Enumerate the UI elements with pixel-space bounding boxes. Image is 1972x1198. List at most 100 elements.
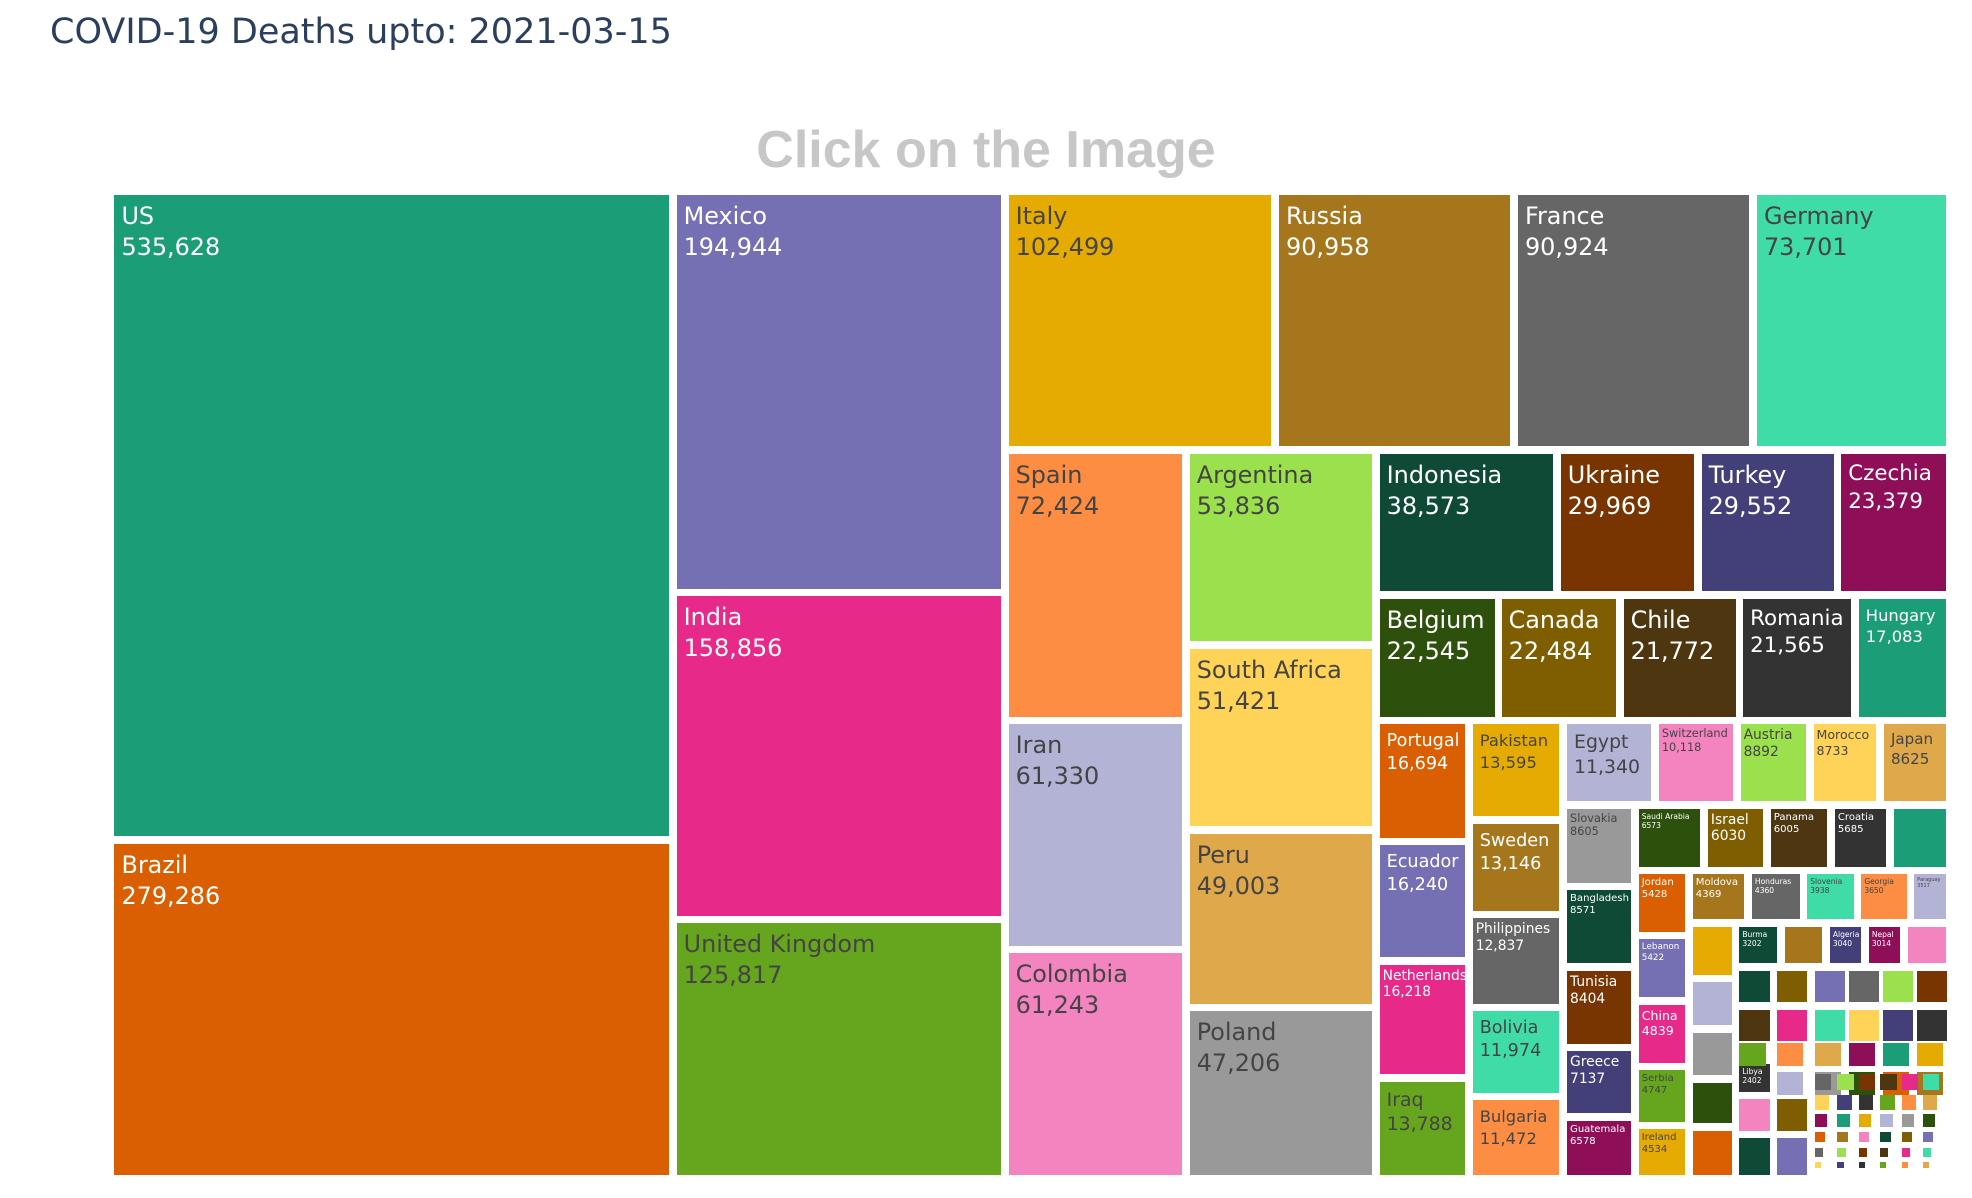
tile-small-country[interactable] xyxy=(1777,1071,1804,1096)
tile-libya[interactable]: Libya 2402 xyxy=(1739,1063,1770,1092)
tile-netherlands[interactable]: Netherlands 16,218 xyxy=(1379,964,1466,1075)
tile-ukraine[interactable]: Ukraine 29,969 xyxy=(1560,454,1695,592)
tile-small-country[interactable] xyxy=(1692,1032,1732,1076)
tile-colombia[interactable]: Colombia 61,243 xyxy=(1008,953,1183,1175)
tile-small-country[interactable] xyxy=(1814,1095,1830,1110)
tile-philippines[interactable]: Philippines 12,837 xyxy=(1472,918,1560,1004)
tile-small-country[interactable] xyxy=(1837,1074,1854,1091)
tile-bulgaria[interactable]: Bulgaria 11,472 xyxy=(1472,1100,1560,1175)
tile-tunisia[interactable]: Tunisia 8404 xyxy=(1567,970,1632,1044)
tile-small-country[interactable] xyxy=(1739,1138,1770,1175)
tile-small-country[interactable] xyxy=(1922,1074,1940,1091)
chart-subtitle[interactable]: Click on the Image xyxy=(756,121,1216,179)
tile-small-country[interactable] xyxy=(1784,926,1823,964)
tile-bolivia[interactable]: Bolivia 11,974 xyxy=(1472,1011,1560,1093)
tile-ireland[interactable]: Ireland 4534 xyxy=(1638,1129,1686,1175)
tile-small-country[interactable] xyxy=(1880,1114,1893,1127)
tile-jordan[interactable]: Jordan 5428 xyxy=(1638,874,1686,932)
tile-germany[interactable]: Germany 73,701 xyxy=(1756,194,1946,447)
tile-us[interactable]: US 535,628 xyxy=(114,194,670,837)
tile-small-country[interactable] xyxy=(1907,926,1946,964)
tile-small-country[interactable] xyxy=(1814,1148,1824,1157)
tile-honduras[interactable]: Honduras 4360 xyxy=(1751,874,1800,920)
tile-india[interactable]: India 158,856 xyxy=(676,596,1002,916)
tile-egypt[interactable]: Egypt 11,340 xyxy=(1567,724,1652,802)
tile-iran[interactable]: Iran 61,330 xyxy=(1008,724,1183,946)
tile-croatia[interactable]: Croatia 5685 xyxy=(1834,808,1887,867)
tile-spain[interactable]: Spain 72,424 xyxy=(1008,454,1183,717)
tile-small-country[interactable] xyxy=(1901,1114,1914,1127)
tile-small-country[interactable] xyxy=(1692,1130,1732,1175)
tile-small-country[interactable] xyxy=(1922,1162,1930,1169)
tile-small-country[interactable] xyxy=(1837,1162,1844,1169)
tile-small-country[interactable] xyxy=(1916,1042,1944,1067)
tile-small-country[interactable] xyxy=(1880,1095,1895,1110)
tile-small-country[interactable] xyxy=(1858,1148,1868,1157)
tile-small-country[interactable] xyxy=(1922,1095,1938,1110)
tile-small-country[interactable] xyxy=(1922,1114,1936,1127)
tile-portugal[interactable]: Portugal 16,694 xyxy=(1379,724,1466,838)
tile-small-country[interactable] xyxy=(1901,1162,1908,1169)
tile-nepal[interactable]: Nepal 3014 xyxy=(1868,926,1901,964)
tile-small-country[interactable] xyxy=(1882,970,1913,1003)
tile-czechia[interactable]: Czechia 23,379 xyxy=(1841,454,1946,592)
tile-italy[interactable]: Italy 102,499 xyxy=(1008,194,1272,447)
tile-small-country[interactable] xyxy=(1837,1095,1852,1110)
tile-small-country[interactable] xyxy=(1837,1148,1846,1157)
tile-slovenia[interactable]: Slovenia 3938 xyxy=(1807,874,1854,920)
tile-united-kingdom[interactable]: United Kingdom 125,817 xyxy=(676,923,1002,1175)
tile-small-country[interactable] xyxy=(1739,970,1770,1003)
tile-argentina[interactable]: Argentina 53,836 xyxy=(1189,454,1373,642)
tile-small-country[interactable] xyxy=(1692,926,1732,975)
tile-greece[interactable]: Greece 7137 xyxy=(1567,1051,1632,1114)
tile-small-country[interactable] xyxy=(1777,1099,1808,1131)
tile-lebanon[interactable]: Lebanon 5422 xyxy=(1638,939,1686,998)
tile-small-country[interactable] xyxy=(1777,1042,1804,1067)
tile-japan[interactable]: Japan 8625 xyxy=(1883,724,1946,802)
tile-hungary[interactable]: Hungary 17,083 xyxy=(1858,598,1946,717)
tile-paraguay[interactable]: Paraguay 3517 xyxy=(1914,874,1946,920)
tile-small-country[interactable] xyxy=(1880,1162,1887,1169)
tile-small-country[interactable] xyxy=(1848,1042,1876,1067)
tile-ecuador[interactable]: Ecuador 16,240 xyxy=(1379,845,1466,958)
tile-georgia[interactable]: Georgia 3650 xyxy=(1861,874,1907,920)
tile-small-country[interactable] xyxy=(1814,1114,1828,1127)
tile-small-country[interactable] xyxy=(1901,1074,1918,1091)
tile-indonesia[interactable]: Indonesia 38,573 xyxy=(1379,454,1554,592)
tile-small-country[interactable] xyxy=(1922,1148,1932,1157)
tile-iraq[interactable]: Iraq 13,788 xyxy=(1379,1081,1466,1175)
tile-small-country[interactable] xyxy=(1777,1009,1808,1042)
tile-poland[interactable]: Poland 47,206 xyxy=(1189,1011,1373,1175)
tile-brazil[interactable]: Brazil 279,286 xyxy=(114,843,670,1175)
tile-belgium[interactable]: Belgium 22,545 xyxy=(1379,598,1496,717)
tile-small-country[interactable] xyxy=(1814,1074,1832,1091)
tile-serbia[interactable]: Serbia 4747 xyxy=(1638,1070,1686,1122)
tile-small-country[interactable] xyxy=(1858,1162,1866,1169)
tile-small-country[interactable] xyxy=(1814,970,1845,1003)
tile-small-country[interactable] xyxy=(1837,1114,1850,1127)
tile-small-country[interactable] xyxy=(1880,1074,1897,1091)
tile-small-country[interactable] xyxy=(1858,1131,1870,1143)
tile-chile[interactable]: Chile 21,772 xyxy=(1623,598,1736,717)
tile-mexico[interactable]: Mexico 194,944 xyxy=(676,194,1002,589)
tile-russia[interactable]: Russia 90,958 xyxy=(1279,194,1511,447)
tile-small-country[interactable] xyxy=(1692,982,1732,1025)
tile-small-country[interactable] xyxy=(1739,1009,1770,1042)
tile-romania[interactable]: Romania 21,565 xyxy=(1743,598,1852,717)
tile-pakistan[interactable]: Pakistan 13,595 xyxy=(1472,724,1560,817)
tile-small-country[interactable] xyxy=(1880,1131,1891,1143)
tile-small-country[interactable] xyxy=(1848,1009,1879,1042)
tile-small-country[interactable] xyxy=(1837,1131,1848,1143)
tile-small-country[interactable] xyxy=(1858,1114,1872,1127)
tile-small-country[interactable] xyxy=(1882,1042,1910,1067)
tile-austria[interactable]: Austria 8892 xyxy=(1740,724,1806,802)
tile-turkey[interactable]: Turkey 29,552 xyxy=(1701,454,1834,592)
tile-slovakia[interactable]: Slovakia 8605 xyxy=(1567,808,1632,883)
tile-small-country[interactable] xyxy=(1916,1009,1947,1042)
tile-switzerland[interactable]: Switzerland 10,118 xyxy=(1658,724,1734,802)
tile-small-country[interactable] xyxy=(1848,970,1879,1003)
tile-panama[interactable]: Panama 6005 xyxy=(1770,808,1828,867)
tile-canada[interactable]: Canada 22,484 xyxy=(1501,598,1617,717)
tile-small-country[interactable] xyxy=(1777,970,1808,1003)
